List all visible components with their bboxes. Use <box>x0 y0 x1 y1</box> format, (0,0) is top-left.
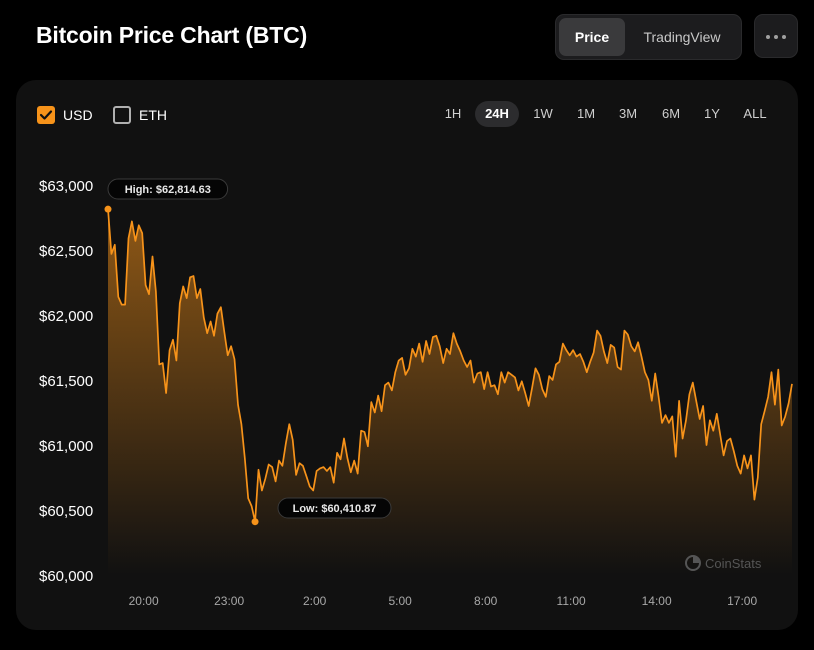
x-tick-label: 2:00 <box>303 594 327 608</box>
coinstats-logo-icon <box>693 556 700 563</box>
y-tick-label: $63,000 <box>39 178 93 195</box>
range-1h[interactable]: 1H <box>444 106 462 121</box>
range-6m[interactable]: 6M <box>661 106 681 121</box>
x-tick-label: 20:00 <box>129 594 159 608</box>
range-1m[interactable]: 1M <box>576 106 596 121</box>
range-3m[interactable]: 3M <box>618 106 638 121</box>
high-marker: High: $62,814.63 <box>104 178 229 213</box>
more-dot-icon <box>774 35 778 39</box>
usd-label[interactable]: USD <box>63 107 93 123</box>
more-dot-icon <box>782 35 786 39</box>
range-1w[interactable]: 1W <box>533 106 553 121</box>
y-tick-label: $61,000 <box>39 438 93 455</box>
y-tick-label: $62,000 <box>39 308 93 325</box>
eth-checkbox[interactable] <box>113 106 131 124</box>
range-1y[interactable]: 1Y <box>704 106 720 121</box>
x-tick-label: 11:00 <box>557 594 586 608</box>
watermark-text: CoinStats <box>705 556 762 571</box>
low-marker: Low: $60,410.87 <box>251 497 392 526</box>
range-all[interactable]: ALL <box>743 106 767 121</box>
x-tick-label: 8:00 <box>474 594 498 608</box>
high-marker-dot <box>104 205 112 213</box>
y-tick-label: $60,500 <box>39 503 93 520</box>
y-tick-label: $60,000 <box>39 568 93 585</box>
price-tab[interactable]: Price <box>559 18 625 56</box>
range-24h[interactable]: 24H <box>475 101 519 127</box>
low-marker-dot <box>251 518 259 526</box>
x-tick-label: 5:00 <box>388 594 412 608</box>
eth-label[interactable]: ETH <box>139 107 167 123</box>
price-line <box>107 209 793 523</box>
y-tick-label: $61,500 <box>39 373 93 390</box>
check-icon <box>39 110 53 120</box>
low-marker-badge <box>277 497 392 519</box>
high-marker-label: High: $62,814.63 <box>125 184 211 196</box>
y-tick-label: $62,500 <box>39 243 93 260</box>
view-toggle: Price TradingView <box>555 14 742 60</box>
price-area-fill <box>108 209 792 575</box>
x-tick-label: 17:00 <box>727 594 757 608</box>
more-options-button[interactable] <box>754 14 798 58</box>
high-marker-badge <box>107 178 229 200</box>
low-marker-label: Low: $60,410.87 <box>293 503 377 515</box>
x-tick-label: 23:00 <box>214 594 244 608</box>
page-title: Bitcoin Price Chart (BTC) <box>36 22 308 48</box>
tradingview-tab[interactable]: TradingView <box>643 29 721 45</box>
usd-checkbox[interactable] <box>37 106 55 124</box>
x-tick-label: 14:00 <box>642 594 672 608</box>
more-dot-icon <box>766 35 770 39</box>
coinstats-watermark: CoinStats <box>685 555 762 571</box>
